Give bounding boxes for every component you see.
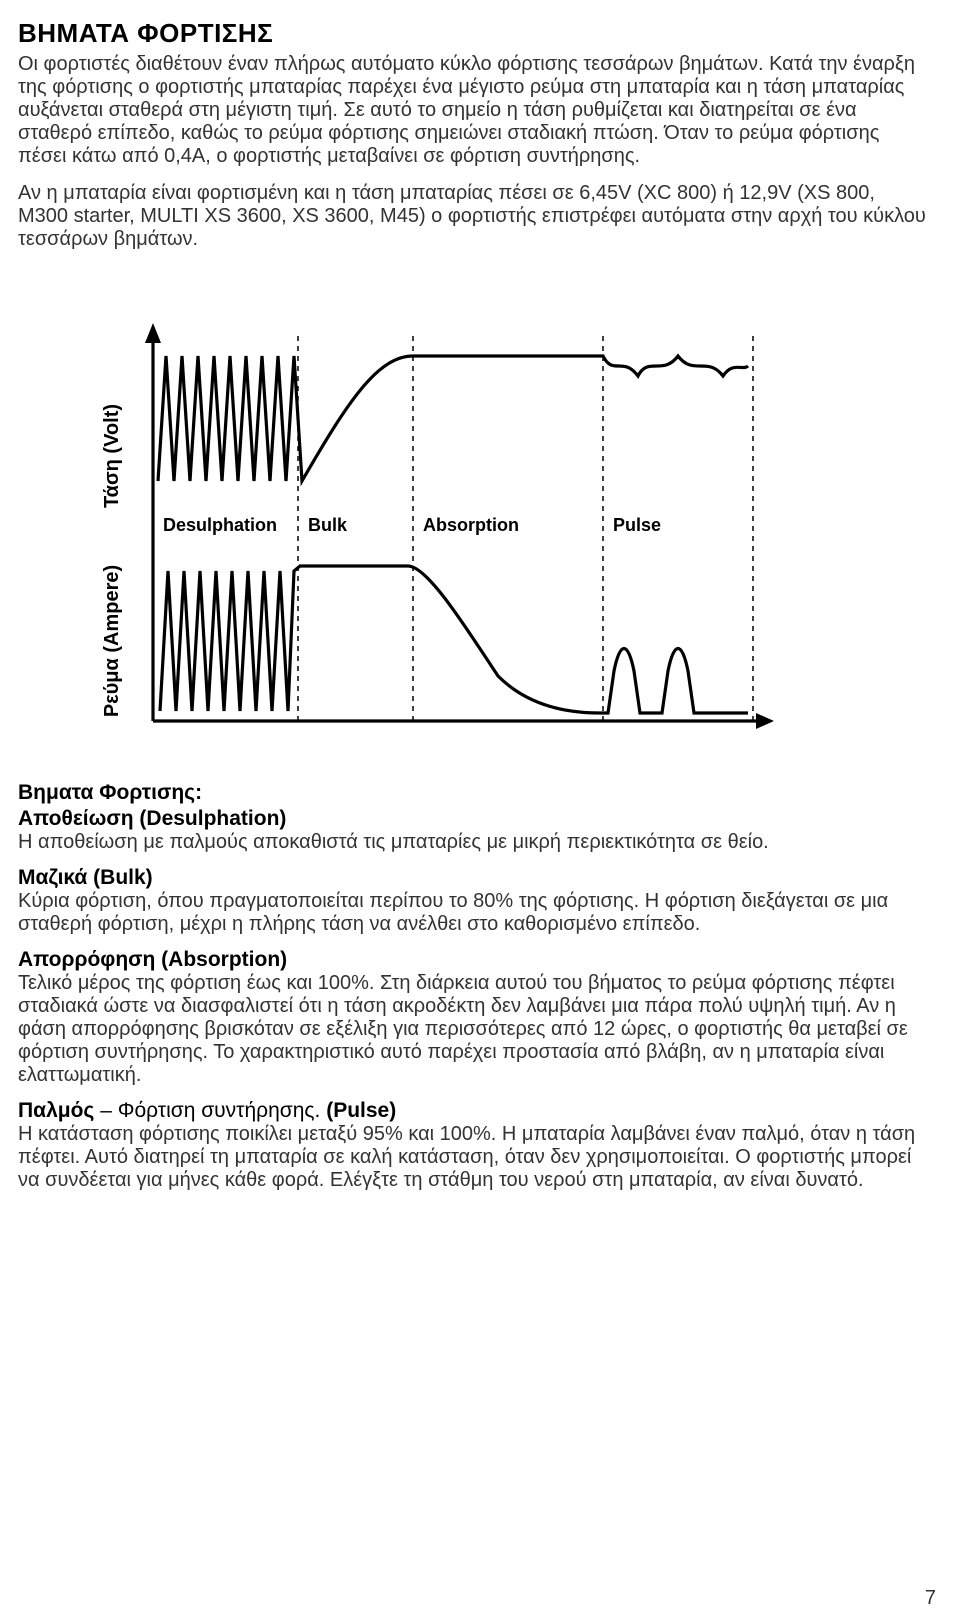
svg-text:Absorption: Absorption <box>423 515 519 535</box>
step4-body: Η κατάσταση φόρτισης ποικίλει μεταξύ 95%… <box>18 1123 928 1192</box>
svg-text:Desulphation: Desulphation <box>163 515 277 535</box>
chart-svg: Τάση (Volt) Ρεύμα (Ampere) Desulphation Bu… <box>48 321 808 741</box>
svg-text:Τάση (Volt): Τάση (Volt) <box>101 404 123 508</box>
step2-body: Κύρια φόρτιση, όπου πραγματοποιείται περ… <box>18 890 928 936</box>
svg-text:Pulse: Pulse <box>613 515 661 535</box>
step3-body: Τελικό μέρος της φόρτιση έως και 100%. Σ… <box>18 972 928 1087</box>
step4-title-plain: – Φόρτιση συντήρησης. <box>94 1099 326 1122</box>
step3-title: Απορρόφηση (Absorption) <box>18 948 928 972</box>
step4-title-part2: (Pulse) <box>326 1099 396 1122</box>
step4-title-part1: Παλμός <box>18 1099 94 1122</box>
page: ΒΗΜΑΤΑ ΦΟΡΤΙΣΗΣ Οι φορτιστές διαθέτουν έ… <box>0 0 960 1622</box>
step4-title: Παλμός – Φόρτιση συντήρησης. (Pulse) <box>18 1099 928 1123</box>
intro-paragraph-1: Οι φορτιστές διαθέτουν έναν πλήρως αυτόμ… <box>18 53 928 168</box>
step1-title: Αποθείωση (Desulphation) <box>18 807 928 831</box>
svg-text:Bulk: Bulk <box>308 515 348 535</box>
page-title: ΒΗΜΑΤΑ ΦΟΡΤΙΣΗΣ <box>18 18 928 49</box>
svg-text:Ρεύμα (Ampere): Ρεύμα (Ampere) <box>101 565 123 717</box>
charging-chart: Τάση (Volt) Ρεύμα (Ampere) Desulphation Bu… <box>48 321 928 741</box>
page-number: 7 <box>925 1587 936 1610</box>
intro-paragraph-2: Αν η μπαταρία είναι φορτισμένη και η τάσ… <box>18 182 928 251</box>
steps-header: Βηματα Φορτισης: <box>18 781 928 805</box>
step1-body: Η αποθείωση με παλμούς αποκαθιστά τις μπ… <box>18 831 928 854</box>
step2-title: Μαζικά (Bulk) <box>18 866 928 890</box>
